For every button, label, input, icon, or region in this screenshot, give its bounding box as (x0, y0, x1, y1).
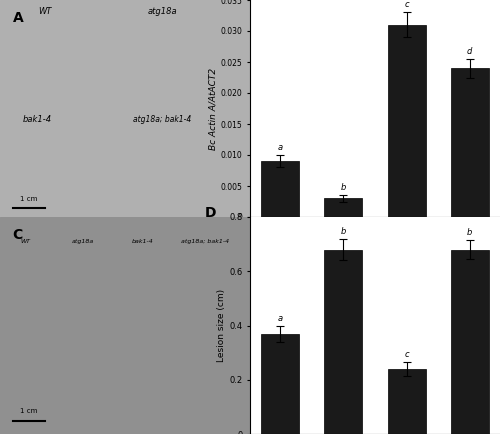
Text: WT: WT (20, 239, 30, 244)
Text: 1 cm: 1 cm (20, 196, 38, 202)
Text: b: b (467, 228, 472, 237)
Bar (324, 250, 362, 434)
Text: D: D (205, 206, 216, 220)
Text: a: a (278, 314, 283, 323)
Text: atg18a: atg18a (72, 239, 94, 244)
Text: b: b (340, 183, 346, 192)
Bar (262, 334, 299, 434)
Bar (262, 161, 299, 217)
Text: atg18a; bak1-4: atg18a; bak1-4 (134, 115, 192, 124)
Text: bak1-4: bak1-4 (132, 239, 154, 244)
Text: 1 cm: 1 cm (20, 408, 38, 414)
Bar (388, 25, 426, 217)
Y-axis label: Lesion size (cm): Lesion size (cm) (218, 289, 226, 362)
Bar (451, 68, 488, 217)
Bar (451, 250, 488, 434)
Text: a: a (278, 143, 283, 152)
Text: c: c (404, 350, 409, 359)
Text: C: C (12, 228, 23, 242)
Bar (388, 369, 426, 434)
Text: WT: WT (38, 7, 52, 16)
Text: B: B (205, 0, 216, 3)
Text: d: d (467, 47, 472, 56)
Bar (324, 198, 362, 217)
Text: b: b (340, 227, 346, 236)
Y-axis label: Bc Actin A/AtACT2: Bc Actin A/AtACT2 (208, 67, 218, 150)
Text: A: A (12, 11, 23, 25)
Text: atg18a; bak1-4: atg18a; bak1-4 (181, 239, 229, 244)
Text: atg18a: atg18a (148, 7, 178, 16)
Text: c: c (404, 0, 409, 9)
Text: bak1-4: bak1-4 (23, 115, 52, 124)
